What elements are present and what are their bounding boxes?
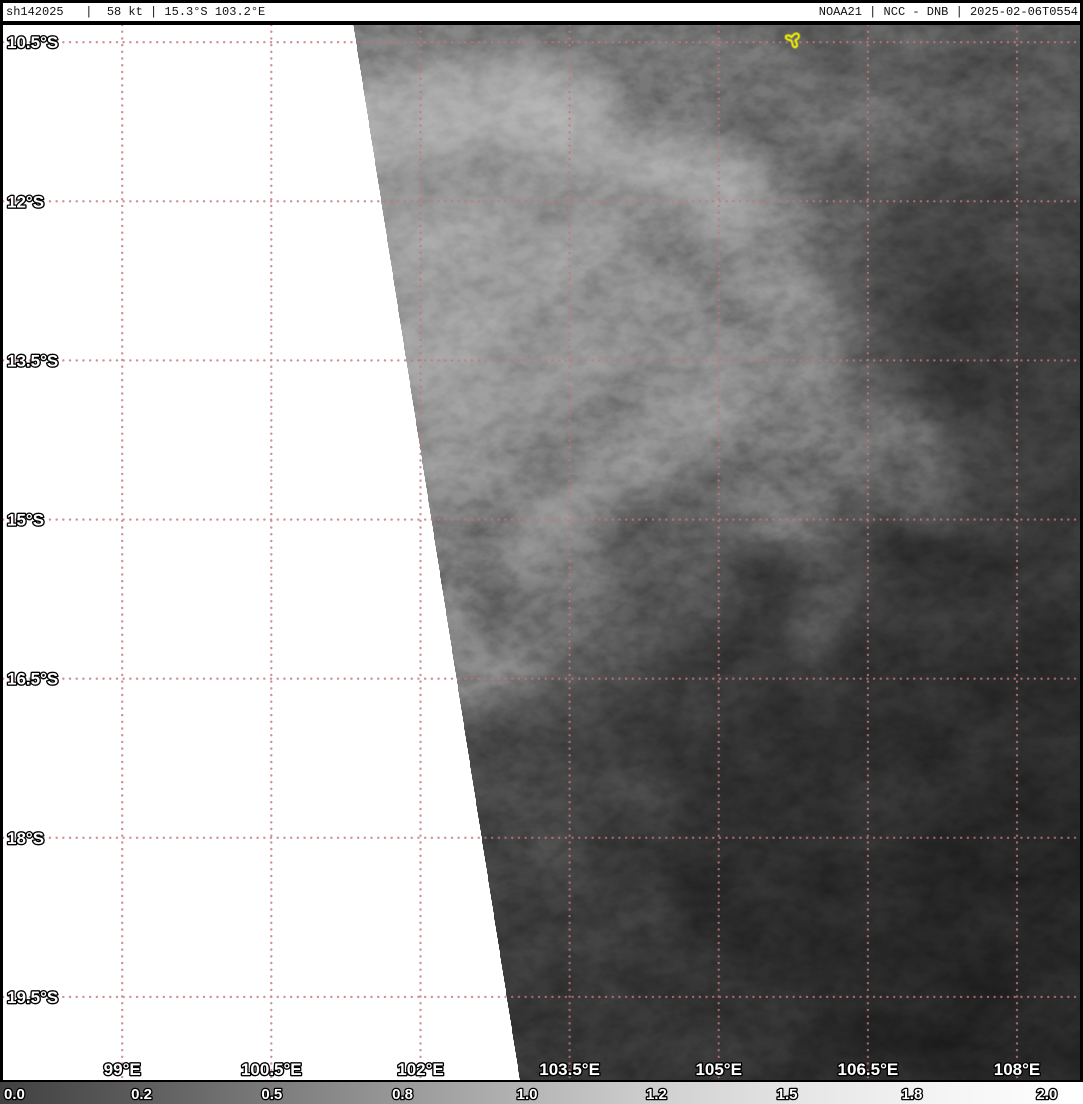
svg-text:99°E: 99°E [104, 1060, 141, 1079]
svg-text:1.0: 1.0 [517, 1086, 538, 1103]
svg-text:16.5°S: 16.5°S [7, 670, 58, 689]
svg-text:105°E: 105°E [695, 1060, 742, 1079]
svg-text:1.8: 1.8 [901, 1086, 922, 1103]
svg-text:18°S: 18°S [7, 829, 44, 848]
svg-text:103.5°E: 103.5°E [539, 1060, 600, 1079]
svg-text:15°S: 15°S [7, 511, 44, 530]
svg-text:12°S: 12°S [7, 192, 44, 211]
svg-text:0.5: 0.5 [261, 1086, 282, 1103]
svg-text:1.2: 1.2 [646, 1086, 667, 1103]
svg-text:108°E: 108°E [994, 1060, 1041, 1079]
svg-text:0.8: 0.8 [392, 1086, 413, 1103]
svg-text:0.0: 0.0 [4, 1086, 25, 1103]
svg-text:19.5°S: 19.5°S [7, 988, 58, 1007]
svg-text:13.5°S: 13.5°S [7, 351, 58, 370]
svg-text:106.5°E: 106.5°E [838, 1060, 899, 1079]
svg-text:1.5: 1.5 [777, 1086, 798, 1103]
svg-text:0.2: 0.2 [131, 1086, 152, 1103]
svg-text:102°E: 102°E [397, 1060, 444, 1079]
svg-text:10.5°S: 10.5°S [7, 33, 58, 52]
svg-text:2.0: 2.0 [1036, 1086, 1057, 1103]
svg-text:100.5°E: 100.5°E [241, 1060, 302, 1079]
